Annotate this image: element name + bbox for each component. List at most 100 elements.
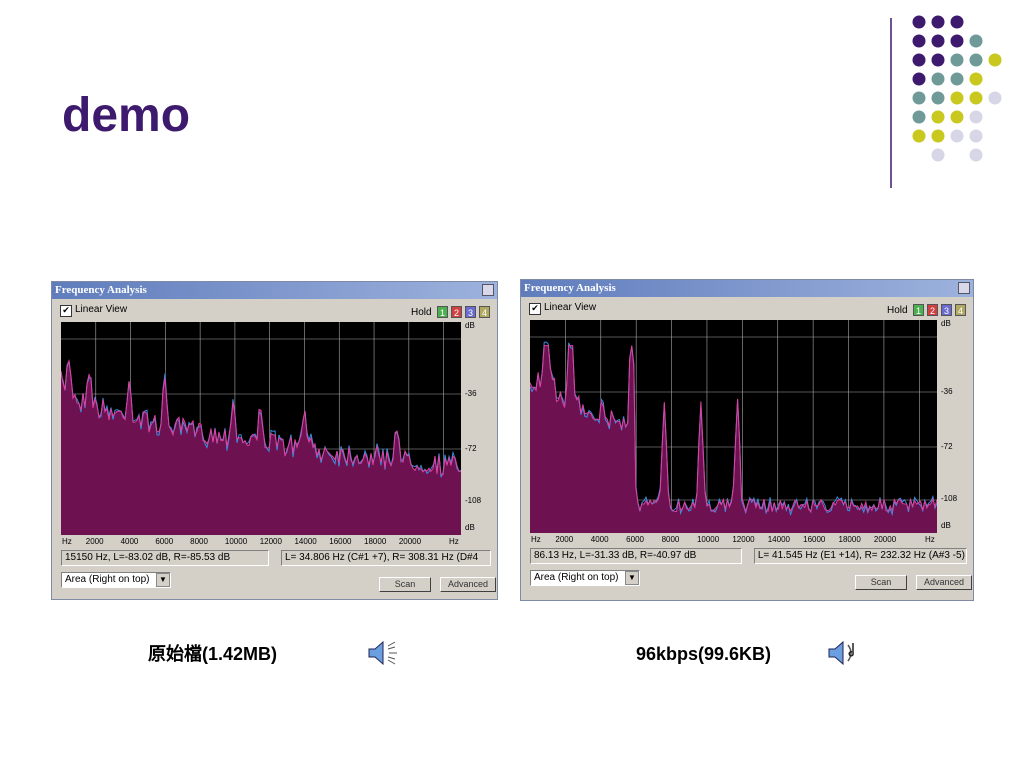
caption: 原始檔(1.42MB) — [148, 644, 278, 664]
dot — [931, 53, 945, 67]
dot — [912, 53, 926, 67]
hold-button[interactable]: 3 — [465, 306, 476, 318]
y-axis-label: -108 — [941, 494, 958, 503]
y-axis-label: -36 — [465, 389, 477, 398]
x-axis-label: Hz — [449, 537, 459, 546]
dot — [950, 34, 964, 48]
spectrum-plot — [61, 322, 461, 535]
status-left: 86.13 Hz, L=-31.33 dB, R=-40.97 dB — [530, 548, 742, 564]
x-axis-label: 2000 — [85, 537, 104, 546]
y-axis-label: dB — [465, 321, 475, 330]
dot — [931, 72, 945, 86]
x-axis-label: 8000 — [661, 535, 680, 544]
spectrum-plot — [530, 320, 937, 533]
x-axis-label: 12000 — [732, 535, 755, 544]
button[interactable]: Scan — [379, 577, 431, 592]
checkbox[interactable]: ✔ — [60, 305, 72, 317]
dot — [950, 72, 964, 86]
y-axis-label: dB — [465, 523, 475, 532]
hold-button[interactable]: 1 — [437, 306, 448, 318]
caption: 96kbps(99.6KB) — [636, 644, 772, 664]
y-axis-label: -72 — [465, 444, 477, 453]
x-axis-label: 8000 — [190, 537, 208, 546]
status-left: 15150 Hz, L=-83.02 dB, R=-85.53 dB — [61, 550, 269, 566]
dot — [950, 110, 964, 124]
close-button[interactable] — [482, 284, 494, 296]
spectrum-line — [530, 345, 937, 514]
y-axis-label: -108 — [465, 496, 482, 505]
y-axis-label: dB — [941, 319, 951, 328]
x-axis-label: 18000 — [364, 537, 387, 546]
dot — [912, 110, 926, 124]
x-axis-label: Hz — [925, 535, 935, 544]
dot — [912, 129, 926, 143]
dropdown[interactable]: Area (Right on top) — [61, 572, 171, 588]
dot — [969, 129, 983, 143]
checkbox[interactable]: ✔ — [529, 303, 541, 315]
decoration — [890, 15, 1002, 188]
dot — [931, 129, 945, 143]
x-axis-label: Hz — [62, 537, 72, 546]
checkbox-label: Linear View — [75, 304, 128, 315]
x-axis-label: Hz — [531, 535, 541, 544]
x-axis-label: 20000 — [873, 535, 897, 544]
spectrum-area — [530, 345, 937, 533]
app-window: Frequency Analysis ✔ Linear View Hold 1 2 3 4 dB… — [51, 281, 498, 600]
hold-button[interactable]: 1 — [913, 304, 924, 316]
x-axis-label: 4000 — [590, 535, 609, 544]
x-axis-label: 12000 — [259, 537, 282, 546]
x-axis-label: 2000 — [555, 535, 574, 544]
button[interactable]: Advanced — [440, 577, 496, 592]
dot — [931, 148, 945, 162]
hold-label: Hold — [411, 307, 432, 318]
close-button[interactable] — [958, 282, 970, 294]
hold-button[interactable]: 2 — [451, 306, 462, 318]
window-title: Frequency Analysis — [52, 282, 497, 299]
spectrum-line — [61, 358, 461, 476]
dot — [969, 148, 983, 162]
dot — [969, 110, 983, 124]
window-title: Frequency Analysis — [521, 280, 973, 297]
button[interactable]: Advanced — [916, 575, 972, 590]
hold-label: Hold — [887, 305, 908, 316]
x-axis-label: 4000 — [120, 537, 139, 546]
x-axis-label: 16000 — [803, 535, 826, 544]
slide-title: demo — [62, 89, 191, 142]
dropdown-arrow: ▼ — [156, 573, 170, 587]
speaker-icon[interactable] — [366, 638, 402, 668]
hold-button[interactable]: 2 — [927, 304, 938, 316]
dot — [912, 72, 926, 86]
x-axis-label: 10000 — [224, 537, 248, 546]
spectrum-area — [61, 360, 461, 535]
dot — [988, 91, 1002, 105]
dot — [931, 34, 945, 48]
dot — [988, 53, 1002, 67]
x-axis-label: 6000 — [155, 537, 174, 546]
y-axis-label: -36 — [941, 387, 953, 396]
button[interactable]: Scan — [855, 575, 907, 590]
hold-button[interactable]: 4 — [479, 306, 490, 318]
dot — [950, 91, 964, 105]
y-axis-label: dB — [941, 521, 951, 530]
dot — [912, 34, 926, 48]
dropdown[interactable]: Area (Right on top) — [530, 570, 640, 586]
y-axis-label: -72 — [941, 442, 953, 451]
x-axis-label: 20000 — [398, 537, 422, 546]
x-axis-label: 14000 — [294, 537, 317, 546]
speaker-icon[interactable] — [826, 638, 862, 668]
dot — [931, 110, 945, 124]
hold-button[interactable]: 4 — [955, 304, 966, 316]
dot — [931, 15, 945, 29]
x-axis-label: 10000 — [696, 535, 720, 544]
x-axis-label: 14000 — [767, 535, 790, 544]
x-axis-label: 6000 — [626, 535, 644, 544]
checkbox-label: Linear View — [544, 302, 597, 313]
x-axis-label: 18000 — [838, 535, 861, 544]
dot — [950, 15, 964, 29]
status-right: L= 34.806 Hz (C#1 +7), R= 308.31 Hz (D#4 — [281, 550, 491, 566]
dot — [912, 15, 926, 29]
dot — [969, 91, 983, 105]
hold-button[interactable]: 3 — [941, 304, 952, 316]
dot — [950, 129, 964, 143]
